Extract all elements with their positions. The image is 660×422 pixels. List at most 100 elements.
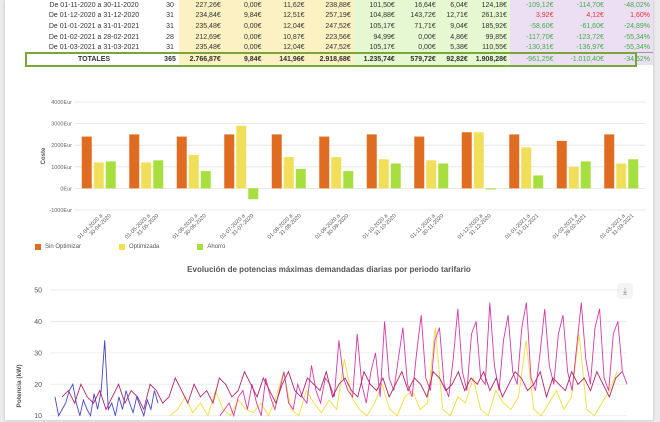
legend-label: Sin Optimizar [45,244,82,250]
bar [224,134,235,189]
table-cell: 261,31€ [470,10,510,22]
bar [295,168,306,189]
x-tick-label: 01-02-2021 a28-02-2021 [552,209,588,240]
table-cell: 235,48€ [178,42,224,53]
legend-item-optimizada[interactable]: Optimizada [119,244,159,250]
y-tick-label: 10 [34,413,42,420]
table-cell: -55,34% [606,31,653,43]
table-cell: -130,31€ [509,42,557,53]
table-cell: 9,84€ [223,10,265,22]
legend-swatch [119,244,126,250]
table-cell: 0,00€ [397,31,439,43]
table-cell: 247,52€ [307,42,354,53]
x-tick-label: 01-04-2020 a30-04-2020 [77,209,113,240]
table-cell: 234,84€ [178,10,224,22]
y-tick-label: -1000Eur [49,208,72,214]
legend-label: Ahorro [207,244,226,250]
bar [616,163,627,189]
table-cell: 31 [166,12,174,20]
power-chart-title: Evolución de potencias máximas demandada… [187,265,471,274]
table-cell: 4,86€ [438,31,471,43]
legend-item-sin-optimizar[interactable]: Sin Optimizar [35,244,81,250]
table-row: De 01-02-2021 a 28-02-2021 28 212,69€ 0,00€… [27,31,653,43]
table-cell: -117,70€ [509,31,557,43]
table-cell: 247,52€ [307,21,354,32]
table-cell: 12,51€ [264,10,308,22]
cost-bar-chart: 4000Eur 3000Eur 2000Eur 1000Eur 0Eur -1000Eur… [41,100,645,240]
table-cell: 9,04€ [438,21,471,32]
y-tick-label: 30 [34,350,42,357]
bar [390,163,401,189]
table-cell: 185,92€ [470,21,510,32]
table-cell: -55,34% [606,42,653,53]
bar [604,134,615,189]
table-cell: 2.918,68€ [307,52,354,65]
bar [461,132,472,189]
x-tick-label: 01-12-2020 a31-12-2020 [457,209,493,240]
table-cell: 365 [161,52,179,65]
power-series-line [54,340,159,418]
bar [81,136,92,189]
table-cell: 10,87€ [264,31,308,43]
legend-item-ahorro[interactable]: Ahorro [197,244,225,250]
table-cell: 143,72€ [397,10,439,22]
legend-swatch [35,244,41,250]
table-cell: 1,60% [606,10,653,22]
bar [366,134,377,189]
y-axis-label: Potencia (kW) [16,365,23,408]
table-cell: 71,71€ [397,21,439,32]
bar [105,161,116,189]
x-tick-label: 01-07-2020 a31-07-2020 [219,209,255,240]
table-row: De 01-12-2020 a 31-12-2020 31 234,84€ 9,84€… [27,10,653,22]
table-cell: 0,00€ [223,0,265,11]
table-cell: 31 [166,22,174,30]
bar [521,147,532,189]
table-cell: 212,69€ [178,31,224,43]
table-cell: 0,00€ [223,21,265,32]
table-cell: -61,60€ [556,21,607,32]
bar [533,175,544,189]
table-cell: 1.235,74€ [353,52,398,65]
download-button[interactable]: ⤓ [617,283,633,299]
table-cell: -136,97€ [556,42,607,53]
bar [176,136,187,189]
bar [141,162,152,189]
table-cell: 28 [166,33,174,41]
table-cell: -1.010,40€ [556,52,607,65]
table-cell: 11,62€ [264,0,308,11]
bar [331,157,342,189]
table-cell: 12,04€ [264,21,308,32]
table-cell: 238,88€ [307,0,354,11]
y-tick-label: 1000Eur [51,165,72,171]
bar [283,157,294,189]
legend-label: Optimizada [129,244,160,250]
table-cell: 0,00€ [397,42,439,53]
bar [580,161,591,189]
table-cell: -24,89% [606,21,653,32]
y-tick-label: 50 [34,288,42,295]
table-cell: 5,38€ [438,42,471,53]
bar [271,134,282,189]
bar [473,132,484,189]
table-cell: 99,85€ [470,31,510,43]
table-cell: -114,70€ [556,0,607,11]
table-cell: 0,00€ [223,42,265,53]
table-cell: De 01-02-2021 a 28-02-2021 [48,33,140,41]
table-cell: De 01-01-2021 a 31-01-2021 [48,22,140,30]
table-cell: De 01-03-2021 a 31-03-2021 [48,43,140,51]
bar [319,136,330,189]
y-tick-label: 4000Eur [51,100,72,106]
table-cell: -109,12€ [509,0,557,11]
table-cell: 0,00€ [223,31,265,43]
table-cell: 2.766,87€ [178,52,224,65]
bar-chart-legend: Sin Optimizar Optimizada Ahorro [35,244,225,250]
bar [568,166,579,189]
table-cell: 105,17€ [353,42,398,53]
bar [188,154,199,189]
bar [236,125,247,189]
table-row: De 01-03-2021 a 31-03-2021 31 235,48€ 0,00€… [27,42,653,53]
table-cell: TOTALES [27,52,162,65]
table-cell: 92,82€ [438,52,471,65]
y-tick-label: 20 [34,382,42,389]
summary-table: De 01-11-2020 a 30-11-2020 30 227,26€ 0,00€… [27,0,653,65]
